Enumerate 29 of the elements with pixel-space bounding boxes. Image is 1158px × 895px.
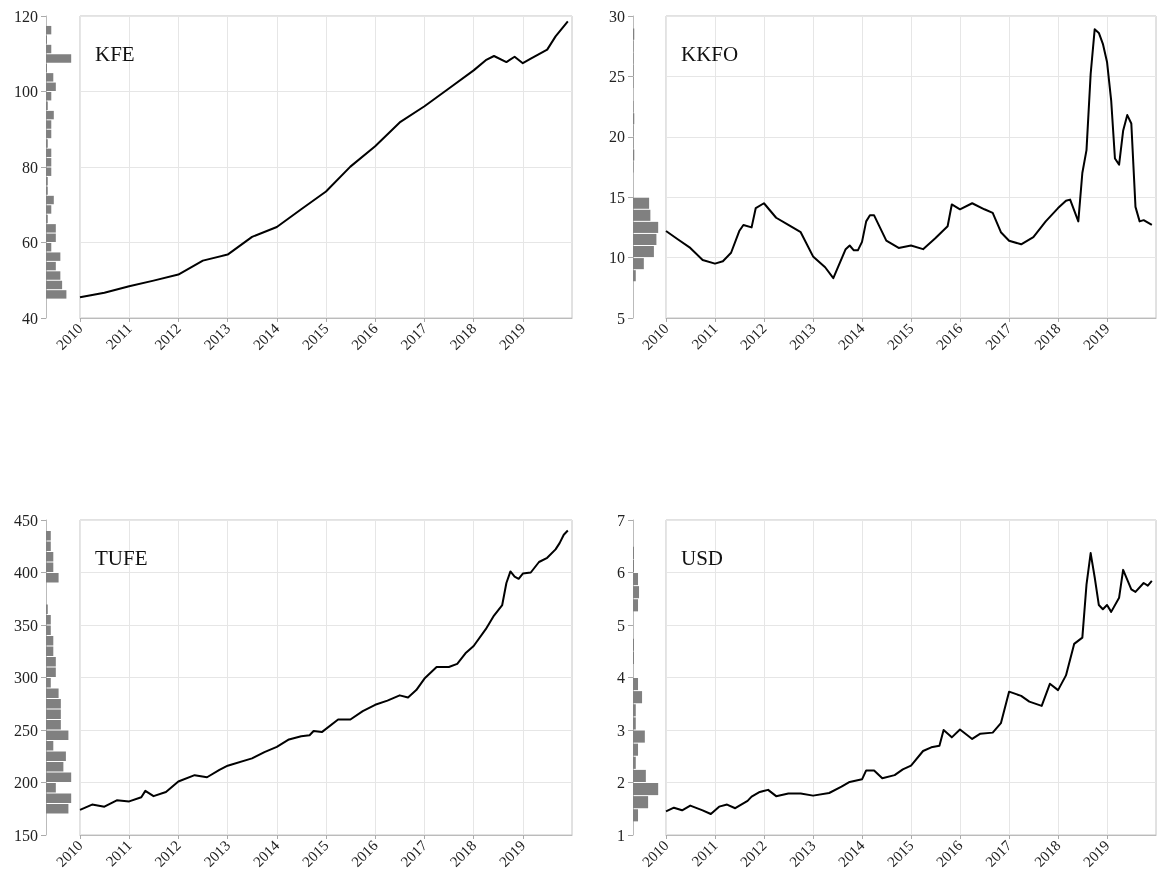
- y-tick-label: 15: [609, 188, 625, 206]
- y-tick-label: 300: [14, 669, 38, 686]
- text: USD: [681, 545, 724, 570]
- y-tick-label: 250: [14, 721, 38, 739]
- y-tick-label: 25: [609, 67, 625, 85]
- text: KFE: [95, 41, 135, 66]
- y-tick-label: 450: [14, 511, 38, 529]
- y-tick-label: 10: [609, 249, 625, 267]
- y-tick-label: 80: [22, 158, 38, 176]
- y-tick-label: 4: [617, 669, 625, 686]
- y-tick-label: 200: [14, 774, 38, 791]
- y-tick-label: 40: [22, 309, 38, 327]
- y-tick-label: 100: [14, 83, 38, 100]
- y-tick-label: 3: [617, 721, 625, 739]
- y-tick-label: 350: [14, 616, 38, 634]
- text: TUFE: [95, 545, 148, 570]
- y-tick-label: 30: [609, 7, 625, 25]
- y-tick-label: 7: [617, 511, 625, 529]
- y-tick-label: 400: [14, 564, 38, 581]
- y-tick-label: 150: [14, 826, 38, 844]
- y-tick-label: 5: [617, 616, 625, 634]
- y-tick-label: 6: [617, 564, 625, 581]
- y-tick-label: 1: [617, 826, 625, 844]
- y-tick-label: 120: [14, 7, 38, 25]
- text: KKFO: [681, 41, 739, 66]
- y-tick-label: 20: [609, 128, 625, 146]
- y-tick-label: 5: [617, 309, 625, 327]
- y-tick-label: 2: [617, 774, 625, 791]
- y-tick-label: 60: [22, 234, 38, 251]
